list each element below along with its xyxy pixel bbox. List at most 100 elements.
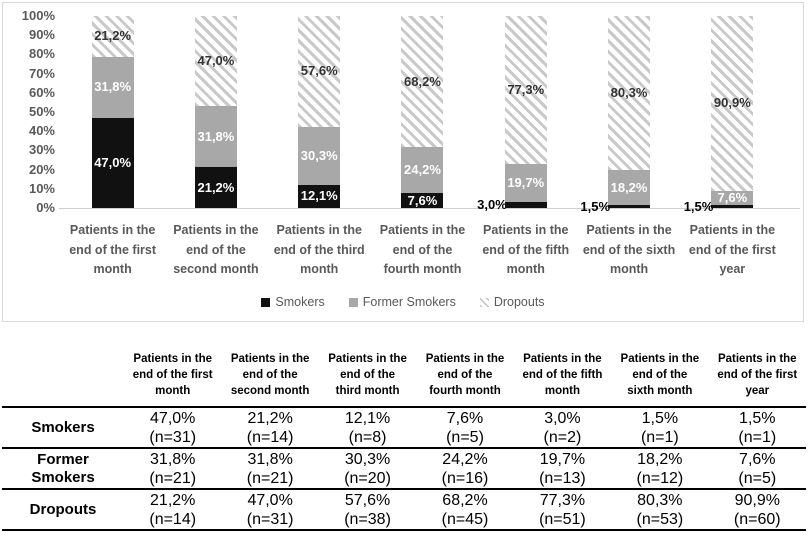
stacked-bar-chart: 100% 90% 80% 70% 60% 50% 40% 30% 20% 10% 0% 47,0% 3… xyxy=(2,2,804,322)
bar-label-former: 31,8% xyxy=(94,79,132,95)
table-cell-n: (n=8) xyxy=(348,428,387,446)
table-cell-pct: 1,5% xyxy=(641,409,679,427)
category-label: Patients in the end of the sixth month xyxy=(582,223,676,276)
table-cell: 18,2% (n=12) xyxy=(611,449,709,490)
table-cell-n: (n=21) xyxy=(246,469,294,487)
table-cell: 31,8% (n=21) xyxy=(221,449,319,490)
table-cell-pct: 12,1% xyxy=(344,409,391,427)
table-cell: 21,2% (n=14) xyxy=(221,408,319,449)
bar-label-dropouts: 77,3% xyxy=(507,82,545,98)
bar-label-dropouts: 47,0% xyxy=(197,53,235,69)
table-cell-pct: 19,7% xyxy=(539,450,586,468)
smokers-swatch-icon xyxy=(261,297,271,307)
table-cell: 31,8% (n=21) xyxy=(124,449,222,490)
dropouts-swatch-icon xyxy=(479,297,489,307)
stacked-bar: 12,1% 30,3% 57,6% xyxy=(298,16,341,208)
legend-item-former: Former Smokers xyxy=(348,295,456,309)
bar-segment-smokers: 21,2% xyxy=(194,167,237,208)
stacked-bar: 21,2% 31,8% 47,0% xyxy=(194,16,237,208)
bar-label-former: 24,2% xyxy=(404,162,441,178)
bar-segment-former: 18,2% xyxy=(608,170,651,206)
x-axis-line xyxy=(59,208,800,209)
table-cell-n: (n=31) xyxy=(149,428,197,446)
legend-item-dropouts: Dropouts xyxy=(479,295,545,309)
plot-area: 47,0% 31,8% 21,2% 21,2% 31,8% 47,0% 12,1% 30,3%… xyxy=(61,16,784,214)
bar-group: 7,6% 24,2% 68,2% xyxy=(371,16,474,208)
table-header-cell: Patients in the end of the fourth month xyxy=(416,347,514,408)
bar-label-smokers: 12,1% xyxy=(300,188,338,204)
bar-segment-smokers: 7,6% xyxy=(401,193,444,208)
table-cell: 77,3% (n=51) xyxy=(513,490,612,531)
table-cell: 90,9% (n=60) xyxy=(708,490,806,531)
y-tick-label: 10% xyxy=(28,180,55,196)
category-label: Patients in the end of the first month xyxy=(69,223,157,276)
table-header-cell: Patients in the end of the sixth month xyxy=(611,347,709,408)
table-cell: 47,0% (n=31) xyxy=(124,408,222,449)
legend-label-smokers: Smokers xyxy=(275,295,325,309)
table-cell-pct: 24,2% xyxy=(442,450,488,468)
table-cell-n: (n=12) xyxy=(636,469,684,487)
table-cell-pct: 80,3% xyxy=(637,491,683,509)
bar-segment-former: 30,3% xyxy=(298,126,341,185)
category-label: Patients in the end of the second month xyxy=(173,223,259,276)
table-cell: 68,2% (n=45) xyxy=(416,490,514,531)
table-cell-pct: 3,0% xyxy=(544,409,581,427)
table-cell: 1,5% (n=1) xyxy=(708,408,806,449)
table-cell-n: (n=14) xyxy=(149,510,197,528)
table-corner-cell xyxy=(2,347,124,408)
bar-group: 1,5% 18,2% 80,3% xyxy=(577,16,680,214)
table-cell-n: (n=31) xyxy=(246,510,294,528)
bar-segment-smokers xyxy=(711,205,754,208)
y-tick-label: 20% xyxy=(28,161,55,177)
table-cell: 1,5% (n=1) xyxy=(611,408,709,449)
bar-segment-dropouts: 57,6% xyxy=(298,16,341,127)
bar-label-former: 30,3% xyxy=(300,147,338,163)
stacked-bar: 19,7% 77,3% xyxy=(504,16,547,208)
stacked-bar: 7,6% 90,9% xyxy=(711,16,754,208)
table-cell: 7,6% (n=5) xyxy=(416,408,514,449)
table-cell: 24,2% (n=16) xyxy=(416,449,514,490)
table-cell: 57,6% (n=38) xyxy=(318,490,417,531)
y-tick-label: 80% xyxy=(28,46,55,62)
table-cell-n: (n=16) xyxy=(441,469,489,487)
bar-segment-former: 19,7% xyxy=(504,164,547,203)
table-cell-n: (n=21) xyxy=(149,469,197,487)
table-cell-pct: 47,0% xyxy=(150,409,196,427)
bar-segment-dropouts: 90,9% xyxy=(711,16,754,191)
bar-label-dropouts: 80,3% xyxy=(610,85,648,101)
bar-segment-former: 31,8% xyxy=(91,56,134,118)
stacked-bar: 47,0% 31,8% 21,2% xyxy=(91,16,134,208)
table-row-label: Former Smokers xyxy=(2,449,124,490)
table-cell: 80,3% (n=53) xyxy=(611,490,709,531)
table-cell: 47,0% (n=31) xyxy=(221,490,319,531)
table-row-label: Dropouts xyxy=(2,490,124,531)
y-tick-label: 100% xyxy=(21,8,55,23)
table-cell-n: (n=5) xyxy=(446,428,484,446)
category-label: Patients in the end of the fifth month xyxy=(482,223,570,276)
table-cell: 12,1% (n=8) xyxy=(318,408,417,449)
table-cell-pct: 18,2% xyxy=(637,450,683,468)
bar-segment-smokers: 12,1% xyxy=(298,184,341,208)
table-cell-n: (n=51) xyxy=(539,510,586,528)
table-cell-pct: 30,3% xyxy=(344,450,391,468)
table-cell-pct: 7,6% xyxy=(446,409,484,427)
y-tick-label: 70% xyxy=(28,65,55,81)
table-cell-n: (n=38) xyxy=(344,510,391,528)
bar-label-smokers-outside: 3,0% xyxy=(477,197,507,213)
bar-label-dropouts: 68,2% xyxy=(404,73,441,89)
y-tick-label: 40% xyxy=(28,123,55,139)
bar-label-dropouts: 57,6% xyxy=(300,63,338,79)
category-label: Patients in the end of the fourth month xyxy=(379,223,466,276)
table-cell: 7,6% (n=5) xyxy=(708,449,806,490)
table-cell-n: (n=45) xyxy=(441,510,489,528)
bar-segment-dropouts: 47,0% xyxy=(194,16,237,107)
table-cell-n: (n=1) xyxy=(738,428,777,446)
table-header-cell: Patients in the end of the second month xyxy=(221,347,319,408)
bar-segment-smokers xyxy=(504,202,547,208)
bar-segment-smokers: 47,0% xyxy=(91,117,134,208)
former-swatch-icon xyxy=(348,297,358,307)
bar-label-smokers-outside: 1,5% xyxy=(683,198,714,214)
table-cell: 3,0% (n=2) xyxy=(513,408,612,449)
bar-label-former: 19,7% xyxy=(507,175,545,191)
